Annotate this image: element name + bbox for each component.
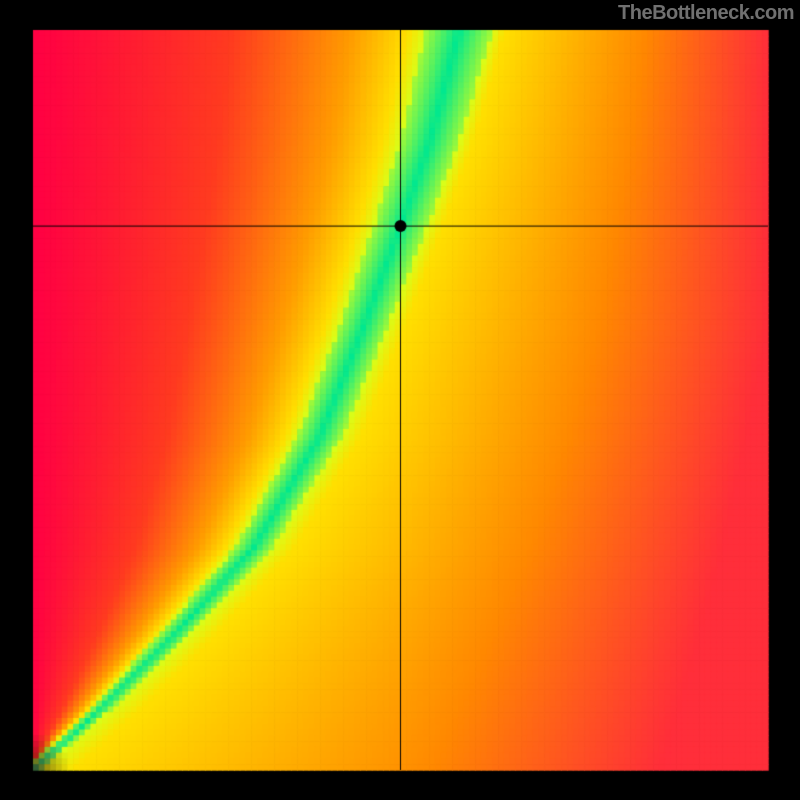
attribution-label: TheBottleneck.com	[618, 2, 794, 25]
bottleneck-heatmap	[0, 0, 800, 800]
chart-container: TheBottleneck.com	[0, 0, 800, 800]
